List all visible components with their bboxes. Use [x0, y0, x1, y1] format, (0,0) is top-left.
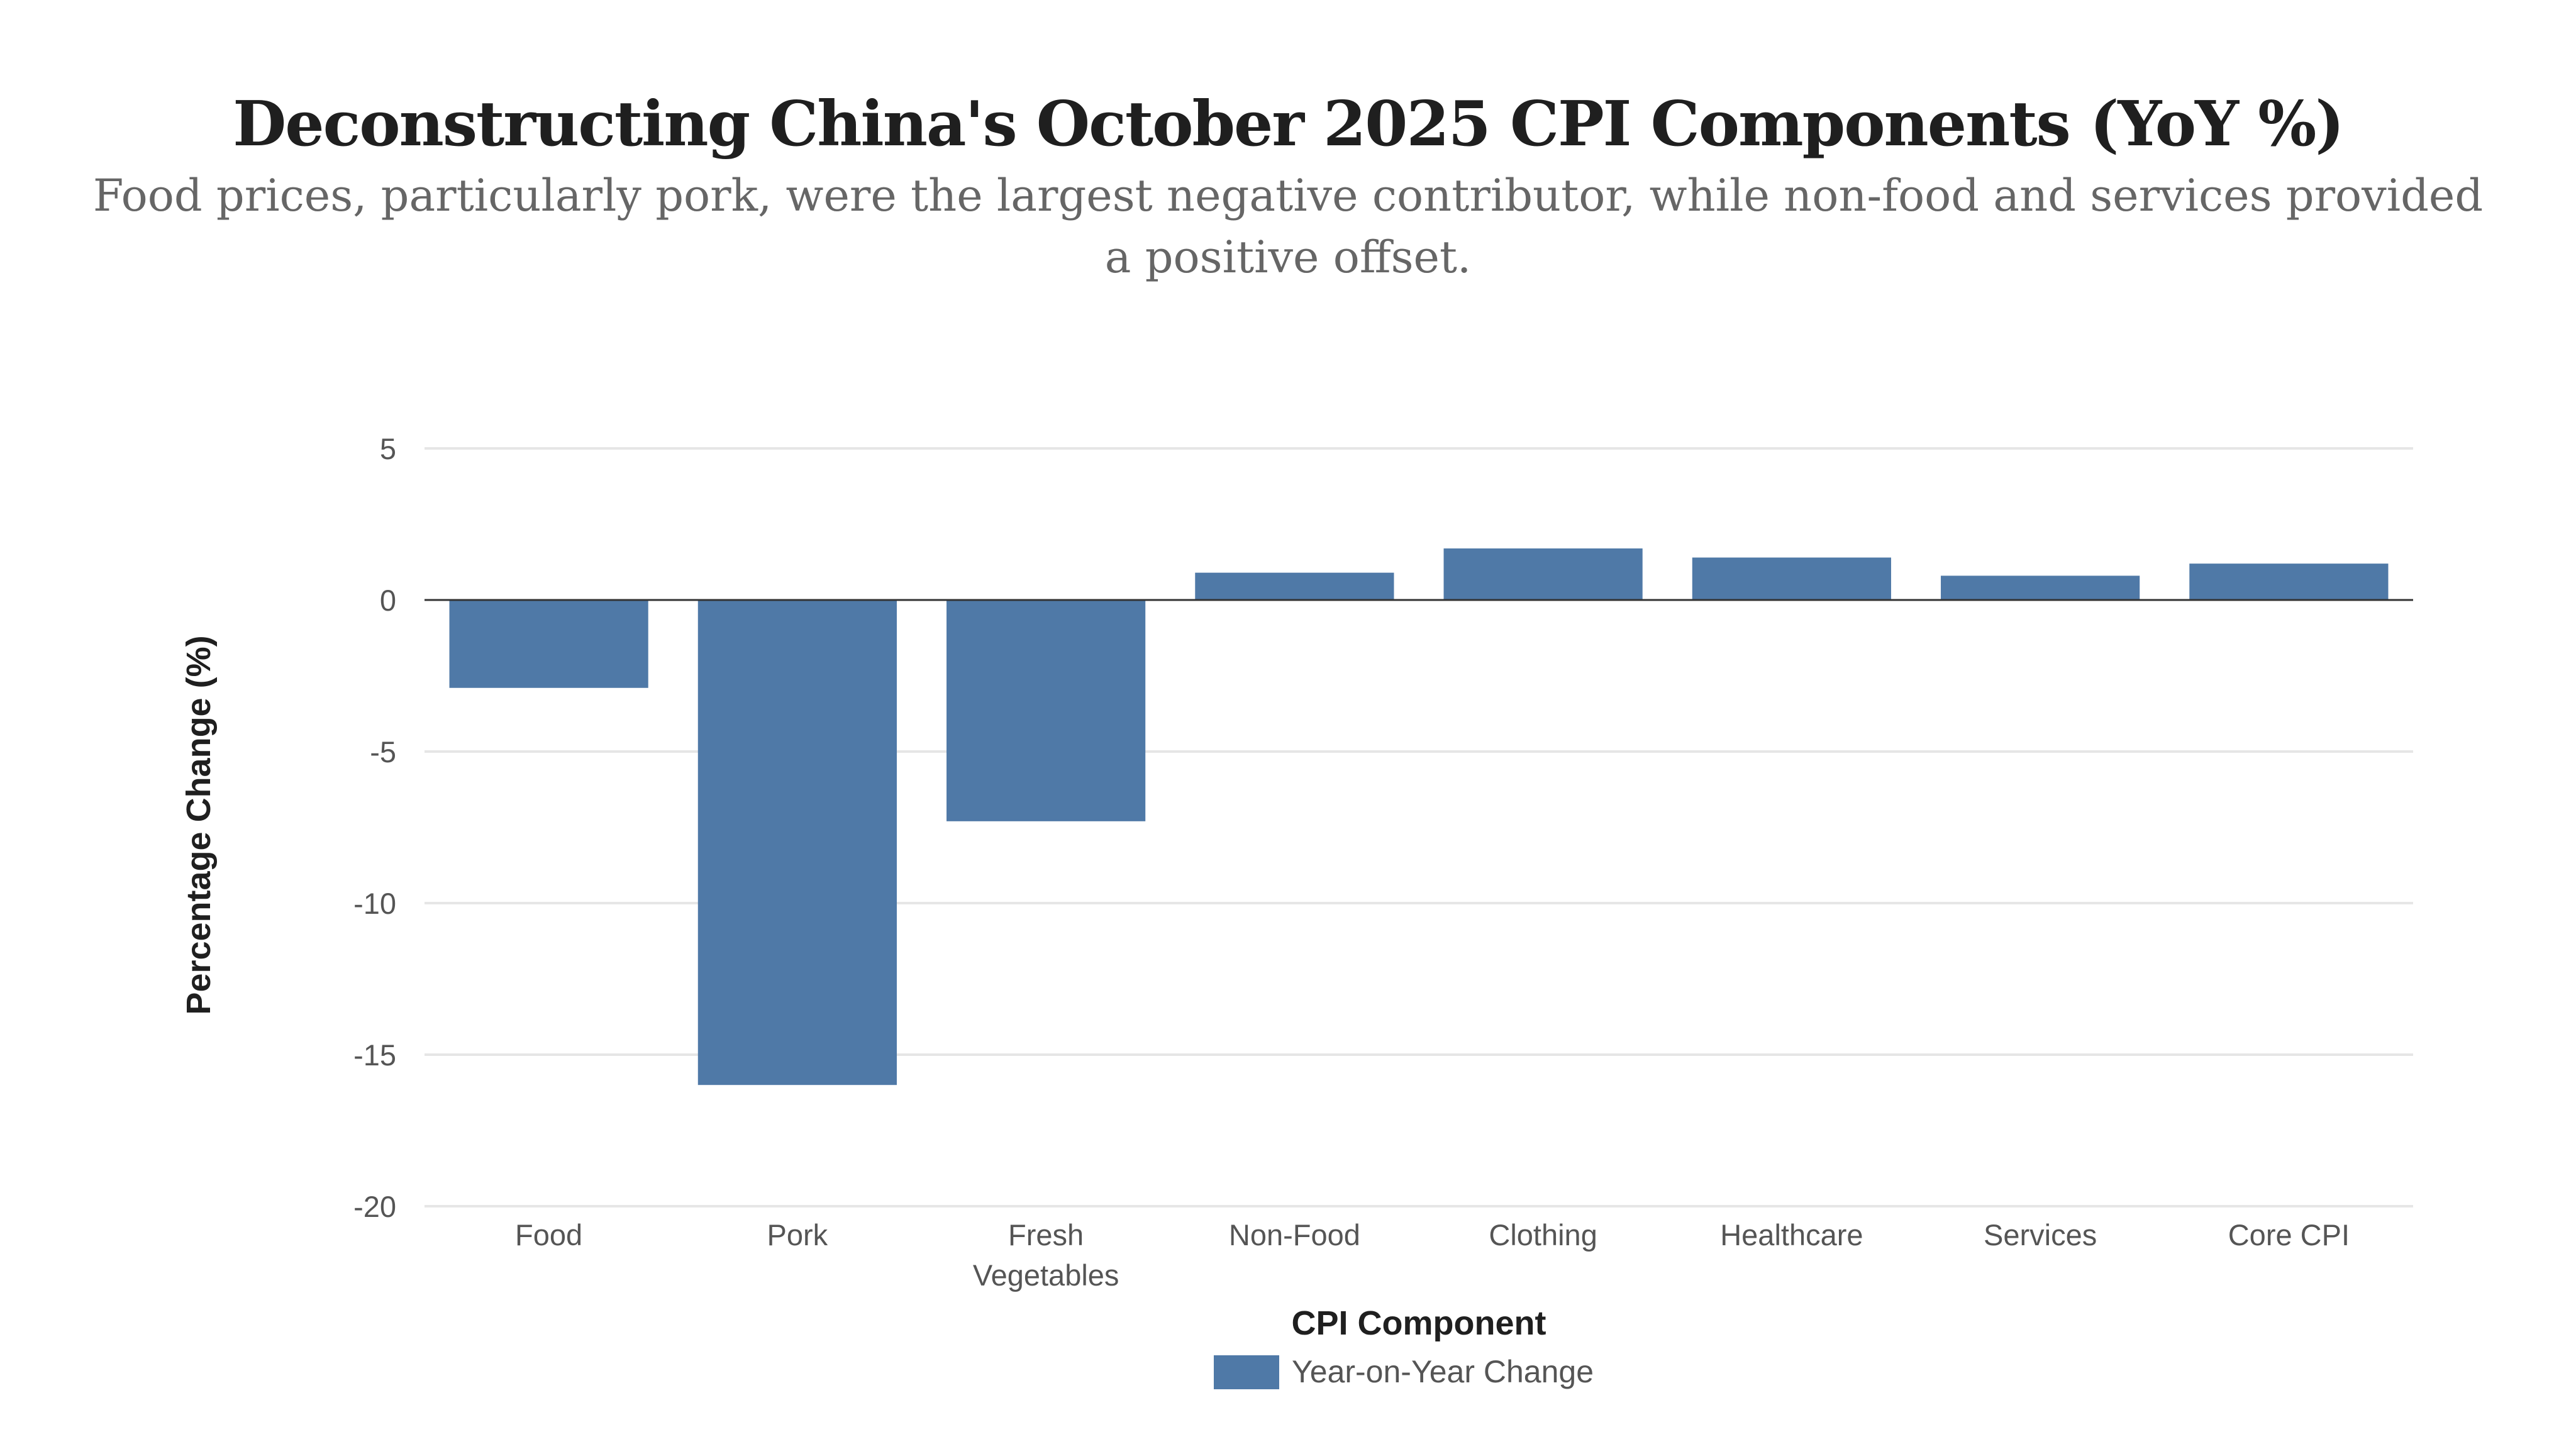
bar[interactable]	[1195, 572, 1394, 600]
x-axis-ticks: Food Pork Fresh Vegetables Non-Food Clothing H…	[515, 1218, 2350, 1292]
y-axis-title: Percentage Change (%)	[180, 635, 218, 1014]
x-tick-label: Food	[515, 1218, 582, 1252]
bars	[449, 548, 2389, 1085]
bar[interactable]	[2189, 564, 2389, 600]
y-axis-ticks: 5 0 -5 -10 -15 -20	[353, 432, 396, 1223]
bar[interactable]	[697, 600, 897, 1085]
bar[interactable]	[449, 600, 648, 688]
x-tick-label: Services	[1984, 1218, 2097, 1252]
x-tick-label: Clothing	[1489, 1218, 1597, 1252]
y-tick-label: 0	[380, 584, 396, 617]
x-axis-title: CPI Component	[1292, 1304, 1546, 1342]
y-tick-label: -10	[353, 887, 396, 920]
y-tick-label: -15	[353, 1038, 396, 1072]
y-tick-label: 5	[380, 432, 396, 465]
legend-swatch	[1214, 1355, 1279, 1389]
x-tick-label: Core CPI	[2228, 1218, 2350, 1252]
bar[interactable]	[947, 600, 1146, 821]
bar[interactable]	[1692, 557, 1891, 600]
legend-label: Year-on-Year Change	[1292, 1354, 1594, 1389]
x-tick-label: Healthcare	[1720, 1218, 1863, 1252]
x-tick-label: Non-Food	[1229, 1218, 1360, 1252]
x-tick-label: Fresh Vegetables	[973, 1218, 1119, 1292]
y-tick-label: -20	[353, 1190, 396, 1223]
y-tick-label: -5	[370, 735, 396, 769]
chart-title: Deconstructing China's October 2025 CPI …	[233, 88, 2344, 160]
chart-subtitle: Food prices, particularly pork, were the…	[92, 170, 2484, 283]
bar[interactable]	[1941, 575, 2140, 600]
x-tick-label: Pork	[767, 1218, 828, 1252]
bar[interactable]	[1443, 548, 1643, 600]
legend[interactable]: Year-on-Year Change	[1214, 1354, 1594, 1389]
